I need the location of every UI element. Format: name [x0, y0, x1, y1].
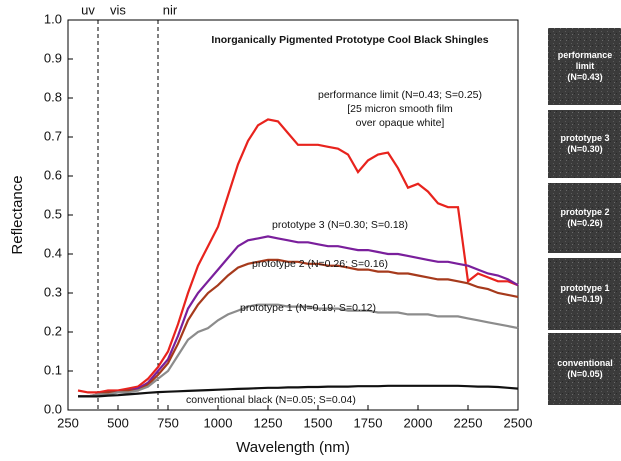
swatch-label: (N=0.43) — [567, 72, 602, 82]
swatch-label: limit — [576, 61, 595, 71]
swatch-label: prototype 1 — [560, 283, 609, 293]
annotation: [25 micron smooth film — [347, 103, 453, 115]
shingle-swatch — [548, 333, 621, 405]
series-line — [78, 303, 519, 398]
swatch-label: (N=0.26) — [567, 218, 602, 228]
annotation: over opaque white] — [356, 117, 445, 129]
series-label: prototype 1 (N=0.19; S=0.12) — [240, 302, 376, 314]
swatch-label: performance — [558, 50, 613, 60]
x-tick-label: 2000 — [404, 415, 433, 430]
region-label: uv — [81, 2, 95, 17]
swatch-label: prototype 2 — [560, 207, 609, 217]
series-line — [78, 258, 519, 398]
series-line — [77, 118, 519, 394]
series-label: conventional black (N=0.05; S=0.04) — [186, 394, 356, 406]
shingle-swatch — [548, 28, 621, 105]
series-label: performance limit (N=0.43; S=0.25) — [318, 89, 482, 101]
x-tick-label: 250 — [57, 415, 79, 430]
y-tick-label: 0.3 — [44, 284, 62, 299]
swatch-label: (N=0.30) — [567, 144, 602, 154]
x-tick-label: 1500 — [304, 415, 333, 430]
series-line — [78, 384, 519, 398]
x-tick-label: 500 — [107, 415, 129, 430]
swatch-label: (N=0.05) — [567, 369, 602, 379]
y-tick-label: 0.1 — [44, 362, 62, 377]
x-tick-label: 1000 — [204, 415, 233, 430]
series-label: prototype 3 (N=0.30; S=0.18) — [272, 219, 408, 231]
x-tick-label: 1250 — [254, 415, 283, 430]
y-tick-label: 0.4 — [44, 245, 62, 260]
swatch-label: prototype 3 — [560, 133, 609, 143]
shingle-swatch — [548, 258, 621, 330]
y-tick-label: 0.0 — [44, 401, 62, 416]
swatch-label: (N=0.19) — [567, 294, 602, 304]
x-tick-label: 2250 — [454, 415, 483, 430]
shingle-swatch — [548, 183, 621, 253]
swatch-label: conventional — [557, 358, 613, 368]
x-tick-label: 750 — [157, 415, 179, 430]
y-tick-label: 0.5 — [44, 206, 62, 221]
y-tick-label: 1.0 — [44, 11, 62, 26]
region-label: nir — [163, 2, 178, 17]
x-tick-label: 2500 — [504, 415, 533, 430]
y-tick-label: 0.2 — [44, 323, 62, 338]
y-axis-title: Reflectance — [9, 175, 26, 254]
plot-frame — [67, 19, 519, 411]
x-axis-title: Wavelength (nm) — [236, 439, 350, 456]
x-tick-label: 1750 — [354, 415, 383, 430]
region-label: vis — [110, 2, 126, 17]
y-tick-label: 0.9 — [44, 50, 62, 65]
series-label: prototype 2 (N=0.26; S=0.16) — [252, 258, 388, 270]
y-tick-label: 0.6 — [44, 167, 62, 182]
series-line — [78, 235, 519, 398]
y-tick-label: 0.7 — [44, 128, 62, 143]
y-tick-label: 0.8 — [44, 89, 62, 104]
chart-title: Inorganically Pigmented Prototype Cool B… — [211, 34, 488, 46]
shingle-swatch — [548, 110, 621, 178]
